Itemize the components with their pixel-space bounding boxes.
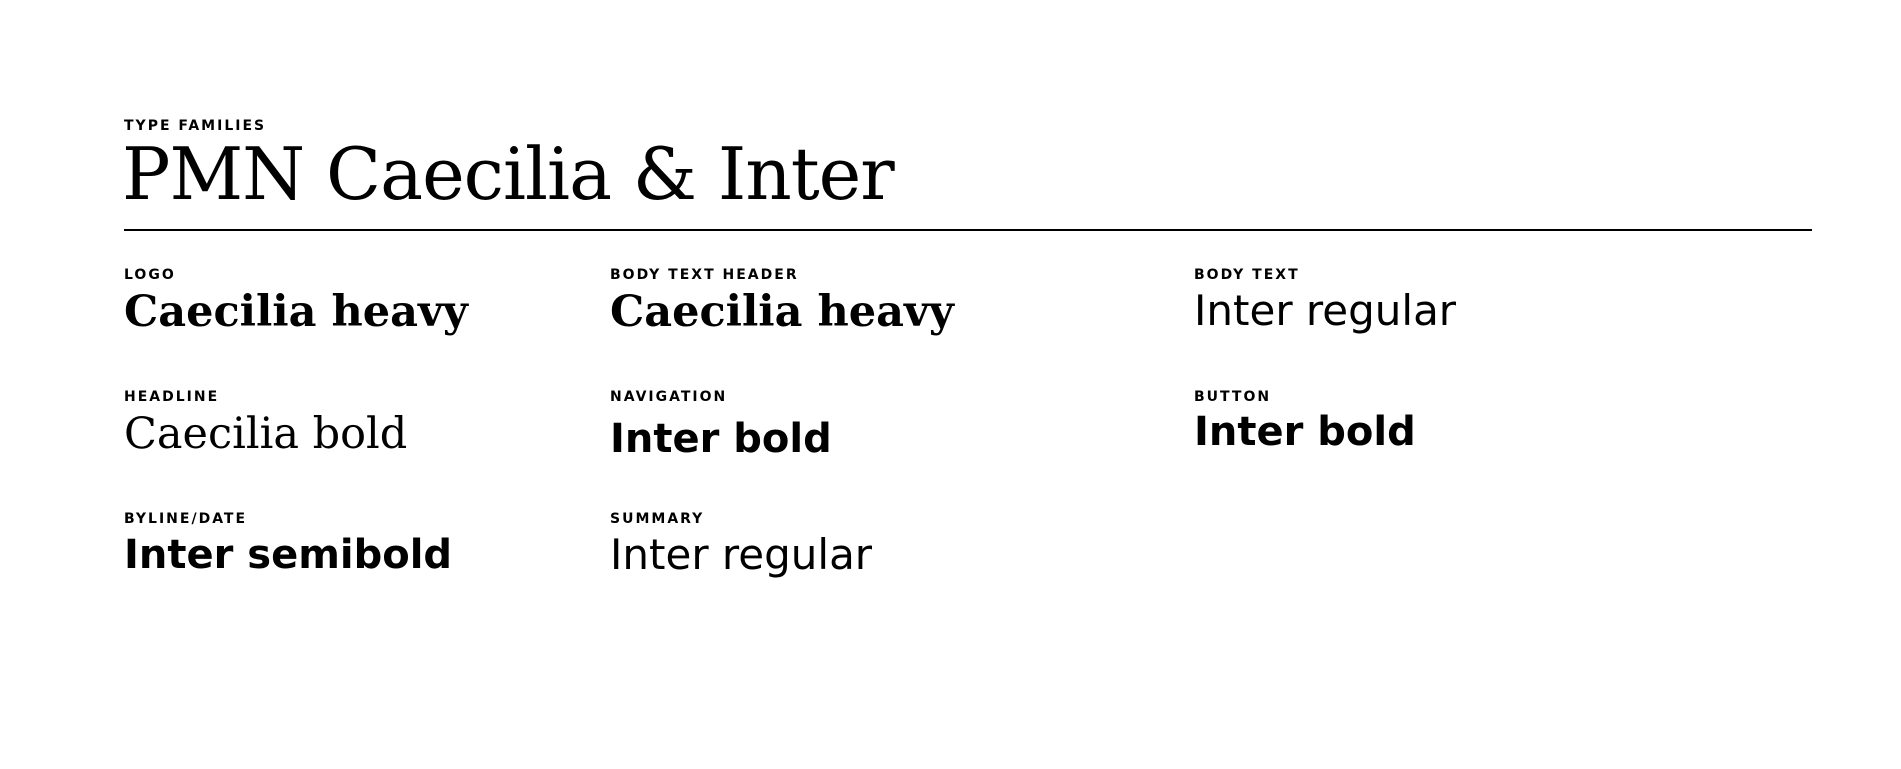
title-divider: [124, 229, 1812, 231]
specimen-sample: Caecilia heavy: [124, 287, 468, 337]
specimen-sample: Inter regular: [610, 530, 873, 579]
page-eyebrow: TYPE FAMILIES: [124, 118, 267, 134]
specimen-navigation: NAVIGATION Inter bold: [610, 389, 1070, 465]
specimen-role-label: NAVIGATION: [610, 389, 728, 405]
specimen-sample: Inter semibold: [124, 532, 453, 578]
specimen-summary: SUMMARY Inter regular: [610, 511, 1070, 581]
specimen-role-label: LOGO: [124, 267, 176, 283]
specimen-body-text: BODY TEXT Inter regular: [1194, 267, 1654, 337]
specimen-button: BUTTON Inter bold: [1194, 389, 1654, 458]
specimen-role-label: BUTTON: [1194, 389, 1272, 405]
specimen-body-text-header: BODY TEXT HEADER Caecilia heavy: [610, 267, 1070, 339]
specimen-sample: Inter regular: [1194, 286, 1457, 335]
specimen-byline-date: BYLINE/DATE Inter semibold: [124, 511, 584, 581]
specimen-sample: Caecilia heavy: [610, 287, 954, 337]
specimen-logo: LOGO Caecilia heavy: [124, 267, 584, 339]
page-title: PMN Caecilia & Inter: [122, 132, 895, 216]
specimen-role-label: SUMMARY: [610, 511, 705, 527]
specimen-sample: Caecilia bold: [124, 409, 408, 459]
specimen-headline: HEADLINE Caecilia bold: [124, 389, 584, 461]
specimen-role-label: BODY TEXT HEADER: [610, 267, 799, 283]
specimen-role-label: HEADLINE: [124, 389, 220, 405]
specimen-sample: Inter bold: [1194, 409, 1416, 455]
specimen-role-label: BODY TEXT: [1194, 267, 1300, 283]
specimen-sample: Inter bold: [610, 416, 832, 462]
specimen-role-label: BYLINE/DATE: [124, 511, 248, 527]
